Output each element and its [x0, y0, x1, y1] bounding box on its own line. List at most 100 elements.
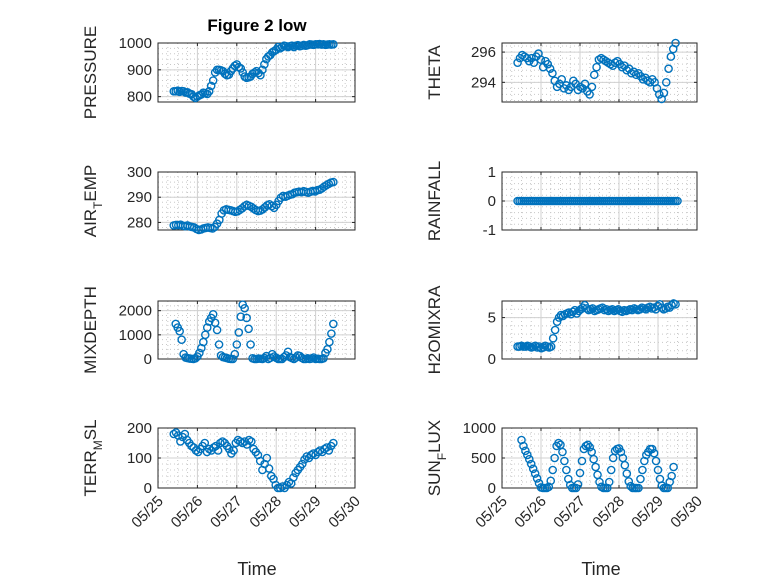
subplot-theta: 294 296 THETA — [425, 38, 698, 104]
y-axis-label: MIXDEPTH — [81, 286, 100, 374]
data-point — [258, 65, 267, 75]
data-point — [278, 482, 287, 491]
data-point — [232, 340, 242, 349]
y-tick-label: 0 — [144, 351, 152, 368]
data-point — [666, 52, 676, 61]
data-point — [240, 72, 249, 81]
y-tick-label: 800 — [127, 89, 152, 106]
subplot-terr_msl: 0 100 200 TERRMSL 05/25 05/26 05/27 05/28 05/29 0… — [81, 419, 364, 531]
data-point — [228, 354, 238, 364]
data-point — [218, 437, 227, 446]
subplot-mixdepth: 0 1000 2000 MIXDEPTH — [81, 286, 356, 374]
y-label-main: MIXDEPTH — [81, 286, 100, 374]
data-point — [208, 76, 218, 85]
data-point — [583, 440, 593, 450]
y-tick-label: 300 — [127, 164, 152, 181]
data-point — [264, 464, 274, 473]
x-tick-label: 05/29 — [628, 493, 667, 532]
data-point — [260, 353, 269, 363]
y-tick-label: 100 — [127, 450, 152, 467]
data-point — [212, 325, 222, 335]
data-point — [589, 454, 598, 464]
y-axis-label: H2OMIXRA — [425, 285, 444, 374]
data-point — [214, 340, 224, 349]
y-tick-label: 280 — [127, 214, 152, 231]
y-label-main: AIR — [81, 209, 100, 237]
data-point — [651, 456, 661, 466]
data-point — [208, 309, 218, 319]
data-point — [527, 53, 536, 63]
data-point — [277, 42, 287, 52]
y-tick-label: 2000 — [119, 303, 152, 320]
data-point — [513, 58, 522, 67]
y-tick-label: 0 — [488, 351, 496, 368]
y-label-rest: EMP — [81, 165, 100, 202]
data-point — [229, 446, 238, 455]
data-point — [671, 38, 680, 48]
subplot-h2omixra: 0 5 H2OMIXRA — [425, 285, 698, 374]
data-point — [324, 446, 334, 455]
data-point — [273, 42, 283, 52]
data-point — [236, 64, 246, 73]
data-point — [604, 477, 614, 487]
y-axis-label: PRESSURE — [81, 26, 100, 120]
y-axis-label: TERRMSL — [81, 419, 105, 496]
data-point — [234, 328, 244, 337]
data-point — [526, 459, 536, 469]
y-tick-label: 296 — [471, 44, 496, 61]
data-point — [262, 453, 272, 463]
y-tick-label: 0 — [144, 480, 152, 497]
data-point — [585, 442, 595, 452]
y-tick-label: 200 — [127, 420, 152, 437]
data-point — [287, 41, 297, 50]
x-tick-label: 05/26 — [511, 493, 550, 532]
data-point — [230, 349, 240, 359]
data-point — [602, 304, 611, 314]
data-point — [580, 79, 590, 89]
data-point — [653, 465, 663, 475]
data-point — [661, 78, 671, 87]
y-tick-label: 1000 — [119, 327, 152, 344]
data-point — [624, 477, 634, 486]
data-point — [298, 459, 307, 469]
data-point — [244, 435, 254, 445]
data-point — [545, 64, 555, 74]
x-tick-label: 05/27 — [207, 493, 246, 532]
y-axis-label: SUNFLUX — [425, 420, 449, 496]
data-point — [647, 444, 657, 454]
data-point — [169, 429, 179, 439]
data-point — [617, 307, 627, 317]
x-axis-label-right: Time — [581, 559, 620, 579]
y-tick-label: 294 — [471, 74, 496, 91]
data-point — [550, 453, 559, 463]
data-point — [329, 40, 338, 49]
data-point — [319, 353, 328, 363]
data-point — [554, 438, 563, 448]
y-axis-label: THETA — [425, 45, 444, 100]
data-point — [671, 300, 680, 309]
y-label-subscript: F — [435, 453, 449, 460]
data-point — [635, 304, 645, 314]
data-point — [573, 480, 583, 489]
data-point — [562, 465, 571, 475]
data-point — [289, 473, 298, 482]
data-point — [546, 342, 556, 351]
data-point — [234, 62, 244, 72]
data-point — [667, 471, 676, 481]
subplot-pressure: 800 900 1000 PRESSURE — [81, 26, 356, 120]
data-point — [521, 446, 530, 456]
axes-box — [157, 42, 356, 103]
data-point — [649, 448, 659, 458]
figure-title: Figure 2 low — [207, 16, 307, 35]
data-point — [558, 447, 567, 457]
data-point — [327, 329, 336, 338]
data-point — [528, 464, 538, 474]
y-tick-label: 5 — [488, 310, 496, 327]
data-point — [587, 82, 597, 92]
data-point — [325, 337, 334, 347]
data-point — [283, 347, 293, 357]
x-tick-label: 05/30 — [667, 493, 706, 532]
data-point — [585, 90, 594, 99]
